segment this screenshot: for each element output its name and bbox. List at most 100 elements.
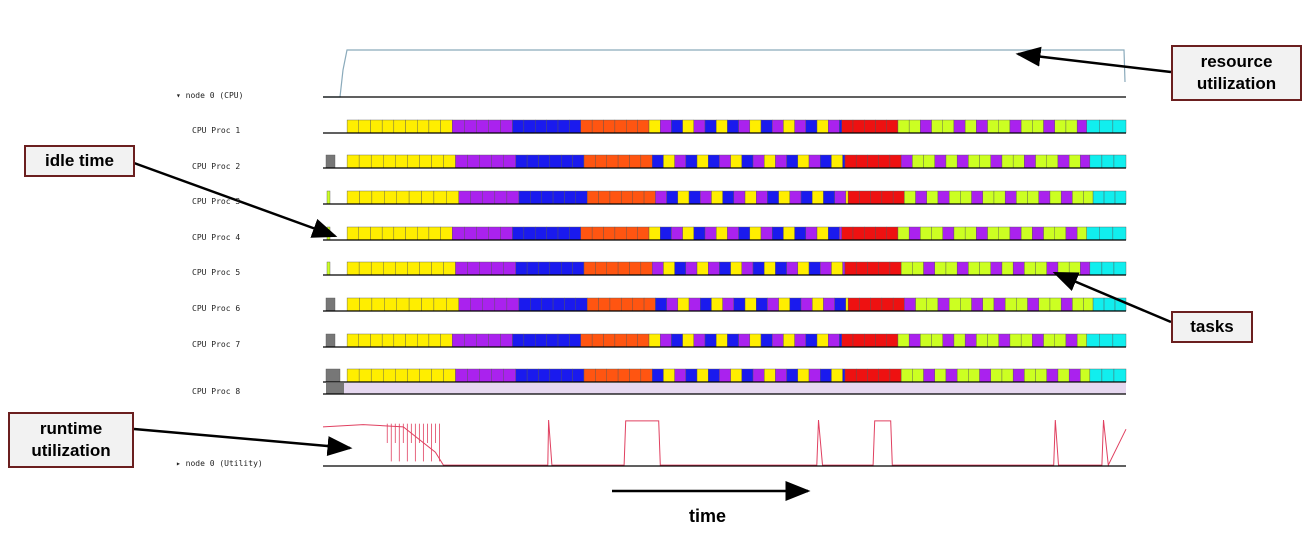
task-block [370, 119, 383, 134]
task-block [500, 333, 513, 348]
task-block [617, 368, 630, 383]
task-block [381, 119, 395, 134]
task-block [452, 333, 465, 348]
task-block [606, 154, 619, 169]
task-block [693, 333, 706, 348]
task-block [820, 261, 832, 276]
task-block [987, 119, 999, 134]
task-block [828, 333, 840, 348]
task-block [396, 297, 410, 312]
task-block [704, 333, 717, 348]
task-block [428, 226, 441, 241]
task-block [603, 119, 616, 134]
task-block [482, 190, 496, 205]
task-block [682, 119, 695, 134]
task-block [797, 368, 810, 383]
task-block [405, 333, 418, 348]
task-block [855, 154, 868, 169]
task-block [990, 261, 1003, 276]
task-block [867, 261, 879, 276]
task-block [549, 154, 562, 169]
task-block [652, 261, 664, 276]
task-block [482, 297, 496, 312]
task-block [626, 119, 638, 134]
task-block [346, 119, 359, 134]
task-block [908, 333, 921, 348]
task-block [621, 190, 633, 205]
task-block [711, 297, 723, 312]
task-block [1089, 368, 1103, 383]
task-block [395, 261, 408, 276]
task-block [931, 226, 943, 241]
task-block [808, 368, 821, 383]
task-block [564, 297, 577, 312]
task-block [648, 333, 661, 348]
task-block [870, 297, 883, 312]
task-block [606, 261, 619, 276]
task-block [945, 154, 958, 169]
task-block [979, 368, 991, 383]
task-block [733, 190, 746, 205]
task-block [886, 333, 899, 348]
task-block [476, 333, 489, 348]
task-block [384, 297, 397, 312]
task-block [549, 368, 562, 383]
task-block [446, 297, 459, 312]
node-cpu-label[interactable]: ▾ node 0 (CPU) [176, 91, 244, 100]
task-block [383, 261, 396, 276]
task-block [1086, 226, 1100, 241]
task-block [828, 226, 840, 241]
task-block [719, 154, 731, 169]
task-block [632, 190, 645, 205]
task-block [752, 368, 765, 383]
task-block [663, 154, 675, 169]
task-block [358, 226, 371, 241]
task-block [346, 154, 360, 169]
task-block [546, 333, 559, 348]
task-block [476, 119, 489, 134]
task-block [569, 333, 581, 348]
task-block [738, 226, 751, 241]
task-block [889, 154, 902, 169]
node-utility-label[interactable]: ▸ node 0 (Utility) [176, 459, 263, 468]
task-block [557, 333, 570, 348]
task-block [1065, 333, 1078, 348]
task-block [358, 368, 372, 383]
proc-label-4: CPU Proc 4 [192, 233, 241, 242]
runtime-utilization-line [322, 419, 1127, 467]
task-block [926, 190, 939, 205]
task-block [561, 261, 573, 276]
task-block [845, 297, 849, 312]
task-block [617, 154, 630, 169]
task-block [346, 297, 360, 312]
task-block [797, 154, 810, 169]
task-block [897, 226, 910, 241]
task-block [515, 154, 528, 169]
task-block [923, 154, 935, 169]
task-block [964, 226, 977, 241]
task-block [370, 368, 384, 383]
task-block [1080, 261, 1091, 276]
task-block [886, 119, 899, 134]
resource-utilization-callout: resource utilization [1171, 45, 1302, 101]
task-block [1043, 226, 1055, 241]
task-block [428, 119, 441, 134]
task-block [708, 154, 720, 169]
task-block [752, 154, 765, 169]
cpu-proc-rows [323, 119, 1127, 395]
task-block [700, 297, 712, 312]
task-block [1113, 154, 1127, 169]
task-block [488, 333, 501, 348]
task-block [1012, 368, 1025, 383]
task-block [923, 368, 935, 383]
task-block [727, 226, 739, 241]
task-block [538, 154, 551, 169]
task-block [960, 190, 972, 205]
task-block [722, 190, 735, 205]
task-block [845, 190, 849, 205]
task-block [831, 154, 843, 169]
task-block [993, 190, 1006, 205]
task-block [575, 190, 588, 205]
task-block [926, 297, 939, 312]
task-block [643, 297, 656, 312]
